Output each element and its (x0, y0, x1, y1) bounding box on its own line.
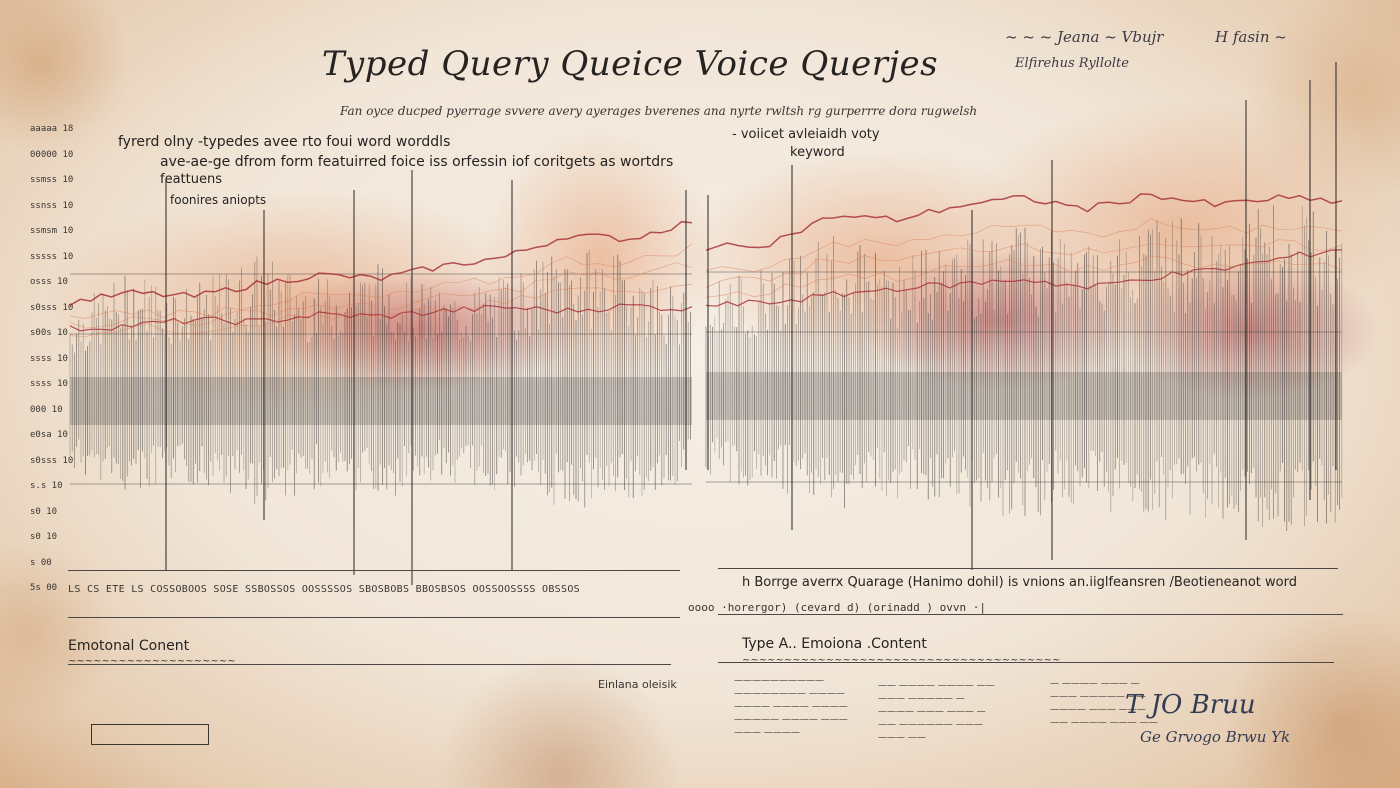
header-signature-line1: ~ ~ ~ Jeana ~ Vbujr (1005, 28, 1164, 46)
orange-trace-line (69, 284, 693, 338)
red-trace-line (69, 303, 693, 332)
section-right-title: Type A.. Emoiona .Content (742, 636, 927, 652)
note-line: —— ———— ———— —— (878, 681, 995, 691)
orange-trace-line (705, 239, 1343, 288)
divider-left (68, 617, 680, 618)
annotation-right-2: keyword (790, 145, 845, 160)
y-tick-label: osss 10 (30, 277, 68, 287)
y-tick-label: e0sa 10 (30, 430, 68, 440)
waveform-core (70, 377, 692, 425)
baseline-left (68, 570, 680, 571)
y-tick-label: ssss 10 (30, 353, 68, 364)
red-trace-line (69, 220, 693, 306)
notes-column-3: — ———— ——— — ——— ————— —— ———— ——— ——— —… (1050, 678, 1158, 730)
note-line: ——— ———— (734, 728, 800, 738)
annotation-left-3: feattuens (160, 172, 222, 187)
section-left-note: Einlana oleisik (598, 678, 677, 691)
orange-trace-line (705, 218, 1343, 273)
note-line: ——— —— (878, 733, 926, 743)
red-traces (69, 193, 1343, 338)
annotation-left-4: foonires aniopts (170, 193, 267, 207)
red-trace-line (705, 193, 1343, 252)
orange-trace-line (69, 262, 693, 329)
section-left-subtitle: ~~~~~~~~~~~~~~~~~~~~ (68, 656, 236, 667)
page-subtitle: Fan oyce ducped pyerrage svvere avery ay… (340, 104, 978, 118)
y-tick-label: ssnss 10 (30, 200, 74, 211)
empty-field-box[interactable] (91, 724, 209, 745)
footer-signature-line1: T JO Bruu (1125, 690, 1256, 720)
x-axis-label-right: h Borrge averrx Quarage (Hanimo dohil) i… (742, 575, 1297, 590)
color-wash (1120, 260, 1380, 400)
y-tick-label: ssmss 10 (30, 175, 74, 185)
annotation-left-2: ave-ae-ge dfrom form featuirred foice is… (160, 154, 674, 170)
y-tick-label: 000 10 (30, 404, 63, 415)
y-tick-label: s0sss 10 (30, 455, 74, 466)
notes-column-1: —————————— ———————— ———— ———— ———— ———— … (734, 675, 848, 740)
orange-trace-line (705, 255, 1343, 298)
y-tick-label: s 00 (30, 557, 52, 568)
note-line: ———————— ———— (734, 689, 845, 699)
y-tick-label: 5s 00 (30, 583, 58, 593)
note-line: ——— ————— — (878, 694, 965, 704)
x-axis-label-right-2: oooo ·horergor) (cevard d) (orinadd ) ov… (688, 601, 987, 614)
y-tick-label: s0 10 (30, 532, 58, 542)
note-line: —— —————— ——— (878, 720, 983, 730)
page-title: Typed Query Queice Voice Querjes (321, 44, 939, 84)
waveform-panel-left (69, 249, 692, 508)
annotation-right-1: - voiicet avleiaidh voty (732, 127, 880, 142)
header-signature-line2: Elfirehus Ryllolte (1015, 56, 1129, 71)
y-tick-label: ssss 10 (30, 379, 68, 389)
y-tick-label: s.s 10 (30, 481, 63, 491)
waveform-panel-right (705, 205, 1343, 531)
note-line: — ———— ——— — (1050, 679, 1140, 689)
note-line: ———— ———— ———— (734, 702, 848, 712)
section-left-title: Emotonal Conent (68, 638, 190, 654)
section-left-rule (68, 664, 671, 665)
waveform-core (706, 372, 1342, 420)
section-right-rule (718, 662, 1334, 663)
section-right-subtitle: ~~~~~~~~~~~~~~~~~~~~~~~~~~~~~~~~~~~~~~ (742, 655, 1061, 666)
note-line: ——— ————— —— (1050, 692, 1146, 702)
x-axis-label-left: LS CS ETE LS COSSOBOOS SOSE SSBOSSOS OOS… (68, 584, 580, 595)
baseline-right (718, 568, 1338, 569)
y-tick-label: 00000 10 (30, 149, 74, 160)
spike-lines (165, 62, 1337, 585)
notes-column-2: —— ———— ———— —— ——— ————— — ———— ——— ———… (878, 680, 995, 745)
note-line: ————— ———— ——— (734, 715, 848, 725)
y-tick-label: sssss 10 (30, 251, 74, 262)
y-tick-label: s0 10 (30, 506, 58, 517)
y-tick-label: s00s 10 (30, 328, 68, 338)
annotation-left-1: fyrerd olny -typedes avee rto foui word … (118, 134, 451, 150)
orange-trace-line (69, 243, 693, 319)
y-tick-label: aaaaa 18 (30, 124, 74, 134)
y-tick-label: s0sss 10 (30, 302, 74, 313)
note-line: —————————— (734, 676, 824, 686)
footer-signature-line2: Ge Grvogo Brwu Yk (1140, 728, 1291, 746)
divider-right (718, 614, 1343, 615)
y-tick-label: ssmsm 10 (30, 226, 74, 236)
note-line: ———— ——— ——— — (878, 707, 986, 717)
header-signature-line3: H fasin ~ (1215, 28, 1287, 46)
note-line: ———— ——— ——— (1050, 705, 1146, 715)
note-line: —— ———— ——— —— (1050, 718, 1158, 728)
